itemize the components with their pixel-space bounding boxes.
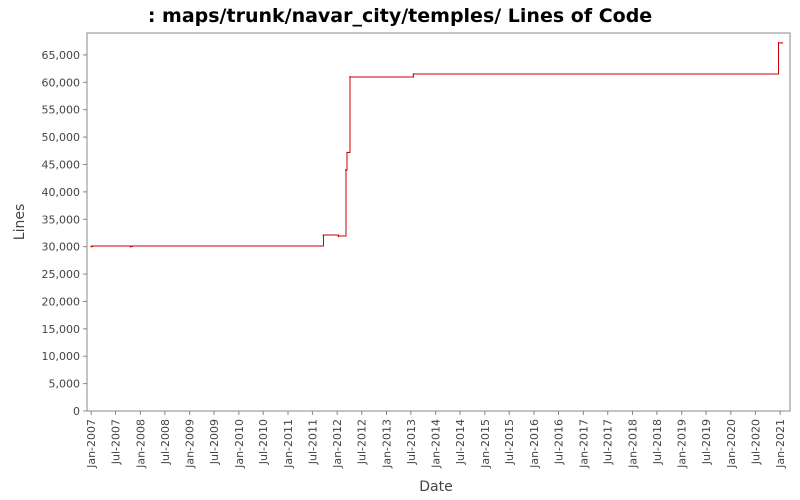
y-tick-label: 55,000 [42, 104, 81, 117]
x-tick-label: Jul-2007 [110, 419, 123, 465]
x-tick-label: Jul-2009 [208, 419, 221, 465]
series-layer [90, 42, 783, 248]
y-tick-label: 30,000 [42, 241, 81, 254]
x-tick-label: Jan-2016 [528, 419, 541, 469]
y-axis-label: Lines [12, 204, 28, 240]
y-tick-label: 50,000 [42, 131, 81, 144]
x-tick-label: Jan-2013 [380, 419, 393, 469]
x-tick-label: Jul-2014 [454, 419, 467, 465]
data-point [345, 169, 347, 171]
x-tick-label: Jan-2010 [233, 419, 246, 469]
y-tick-label: 40,000 [42, 186, 81, 199]
plot-area [86, 32, 791, 412]
y-tick-label: 0 [73, 405, 80, 418]
x-tick-label: Jul-2019 [700, 419, 713, 465]
y-tick-label: 35,000 [42, 213, 81, 226]
x-tick-label: Jul-2010 [257, 419, 270, 465]
x-tick-label: Jan-2020 [725, 419, 738, 469]
x-tick-label: Jan-2019 [676, 419, 689, 469]
x-tick-label: Jul-2013 [405, 419, 418, 465]
x-tick-label: Jul-2016 [553, 419, 566, 465]
y-tick-label: 25,000 [42, 268, 81, 281]
x-tick-label: Jan-2009 [184, 419, 197, 469]
y-tick-label: 5,000 [49, 378, 81, 391]
x-axis-label: Date [419, 479, 452, 495]
data-point [90, 245, 92, 248]
data-point [337, 235, 340, 238]
x-tick-label: Jul-2020 [749, 419, 762, 465]
x-tick-label: Jan-2011 [282, 419, 295, 469]
data-point [322, 234, 325, 236]
x-axis: Jan-2007 Jul-2007 Jan-2008 Jul-2008 Jan-2009… [85, 411, 787, 469]
x-tick-label: Jan-2021 [774, 419, 787, 469]
y-tick-label: 15,000 [42, 323, 81, 336]
x-tick-label: Jul-2015 [503, 419, 516, 465]
x-tick-label: Jan-2018 [627, 419, 640, 469]
x-tick-label: Jul-2008 [159, 419, 172, 465]
x-tick-label: Jul-2018 [651, 419, 664, 465]
chart-title: : maps/trunk/navar_city/temples/ Lines o… [148, 5, 652, 27]
x-tick-label: Jul-2017 [602, 419, 615, 465]
x-tick-label: Jan-2008 [134, 419, 147, 469]
data-point [131, 245, 133, 247]
y-tick-label: 10,000 [42, 350, 81, 363]
x-tick-label: Jan-2007 [85, 419, 98, 469]
data-point [346, 151, 348, 154]
y-tick-label: 45,000 [42, 158, 81, 171]
x-tick-label: Jan-2017 [577, 419, 590, 469]
y-axis: 0 5,000 10,000 15,000 20,000 25,000 30,000 35,0… [42, 49, 87, 418]
data-point [91, 245, 94, 247]
data-point [349, 76, 351, 78]
data-point [781, 42, 783, 44]
data-point [777, 42, 780, 44]
data-point [129, 245, 132, 248]
y-tick-label: 60,000 [42, 76, 81, 89]
x-tick-label: Jan-2014 [430, 419, 443, 469]
y-tick-label: 65,000 [42, 49, 81, 62]
x-tick-label: Jul-2011 [306, 419, 319, 465]
data-point [412, 73, 415, 75]
x-tick-label: Jan-2012 [331, 419, 344, 469]
x-tick-label: Jan-2015 [479, 419, 492, 469]
y-tick-label: 20,000 [42, 295, 81, 308]
x-tick-label: Jul-2012 [356, 419, 369, 465]
